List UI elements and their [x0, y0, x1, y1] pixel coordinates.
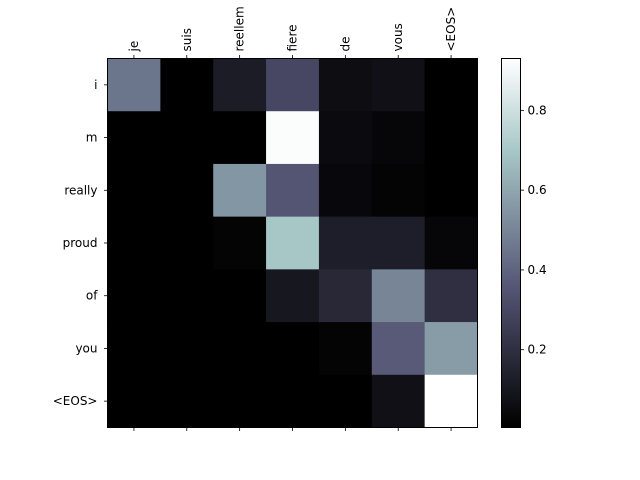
- colorbar-gradient: [501, 58, 521, 428]
- heatmap-cell: [371, 58, 426, 112]
- heatmap-cell: [371, 163, 426, 218]
- x-tick-label: reellem: [233, 6, 247, 51]
- colorbar: 0.2 0.4 0.6 0.8: [501, 58, 547, 428]
- y-tick-label: proud: [63, 236, 98, 250]
- heatmap-cell: [107, 374, 161, 428]
- heatmap-cell: [160, 374, 214, 428]
- y-tick-label: m: [86, 131, 98, 145]
- heatmap-cell: [266, 111, 320, 165]
- heatmap-cell: [266, 322, 320, 376]
- heatmap-cell: [160, 111, 214, 165]
- heatmap-cell: [160, 58, 214, 112]
- heatmap-cell: [107, 111, 161, 165]
- x-tick-label: fiere: [286, 25, 300, 52]
- x-tick-label: <EOS>: [444, 7, 458, 52]
- heatmap-cell: [213, 374, 267, 428]
- colorbar-tick-label: 0.8: [528, 103, 547, 117]
- heatmap-cell: [213, 269, 267, 323]
- heatmap-cell: [107, 322, 161, 376]
- heatmap-cell: [318, 163, 373, 218]
- heatmap-cell: [424, 322, 478, 376]
- y-tick-label: really: [64, 183, 97, 197]
- x-tick-label: suis: [180, 28, 194, 51]
- y-tick-label: you: [75, 341, 97, 355]
- heatmap-cell: [266, 374, 320, 428]
- colorbar-tick-label: 0.6: [528, 183, 547, 197]
- y-axis-ticks: i m really proud of you <EOS>: [53, 78, 108, 408]
- heatmap-cell: [318, 269, 373, 323]
- heatmap-cell: [266, 163, 320, 218]
- colorbar-ticks: 0.2 0.4 0.6 0.8: [520, 103, 547, 357]
- heatmap-cell: [371, 322, 426, 376]
- heatmap-cell: [160, 322, 214, 376]
- heatmap-cell: [160, 216, 214, 270]
- heatmap-cell: [371, 374, 426, 428]
- y-tick-label: of: [86, 289, 98, 303]
- heatmap-cell: [318, 58, 373, 112]
- colorbar-tick-label: 0.4: [528, 263, 547, 277]
- heatmap-cell: [107, 163, 161, 218]
- heatmap-cell: [160, 163, 214, 218]
- heatmap-cell: [213, 163, 267, 218]
- heatmap-cell: [160, 269, 214, 323]
- heatmap-cell: [213, 58, 267, 112]
- heatmap-cell: [266, 58, 320, 112]
- heatmap-cell: [213, 111, 267, 165]
- heatmap-cell: [371, 111, 426, 165]
- heatmap-cells: [107, 58, 478, 428]
- heatmap-cell: [371, 216, 426, 270]
- heatmap-cell: [318, 216, 373, 270]
- heatmap-cell: [266, 269, 320, 323]
- y-tick-label: i: [94, 78, 97, 92]
- y-tick-label: <EOS>: [53, 394, 98, 408]
- x-tick-label: de: [338, 37, 352, 52]
- heatmap-cell: [266, 216, 320, 270]
- heatmap-cell: [213, 322, 267, 376]
- x-tick-label: je: [127, 41, 141, 53]
- heatmap-cell: [424, 58, 478, 112]
- colorbar-tick-label: 0.2: [528, 343, 547, 357]
- heatmap-cell: [107, 216, 161, 270]
- heatmap-cell: [318, 374, 373, 428]
- heatmap-cell: [107, 269, 161, 323]
- heatmap-cell: [107, 58, 161, 112]
- heatmap-cell: [213, 216, 267, 270]
- heatmap-cell: [424, 216, 478, 270]
- heatmap-cell: [371, 269, 426, 323]
- x-tick-label: vous: [391, 23, 405, 51]
- heatmap-cell: [424, 111, 478, 165]
- heatmap-cell: [424, 269, 478, 323]
- heatmap-cell: [424, 374, 478, 428]
- x-axis-ticks: je suis reellem fiere de vous <EOS>: [127, 6, 458, 431]
- heatmap-cell: [318, 322, 373, 376]
- plot-frame: [107, 58, 478, 428]
- heatmap-cell: [424, 163, 478, 218]
- heatmap-cell: [318, 111, 373, 165]
